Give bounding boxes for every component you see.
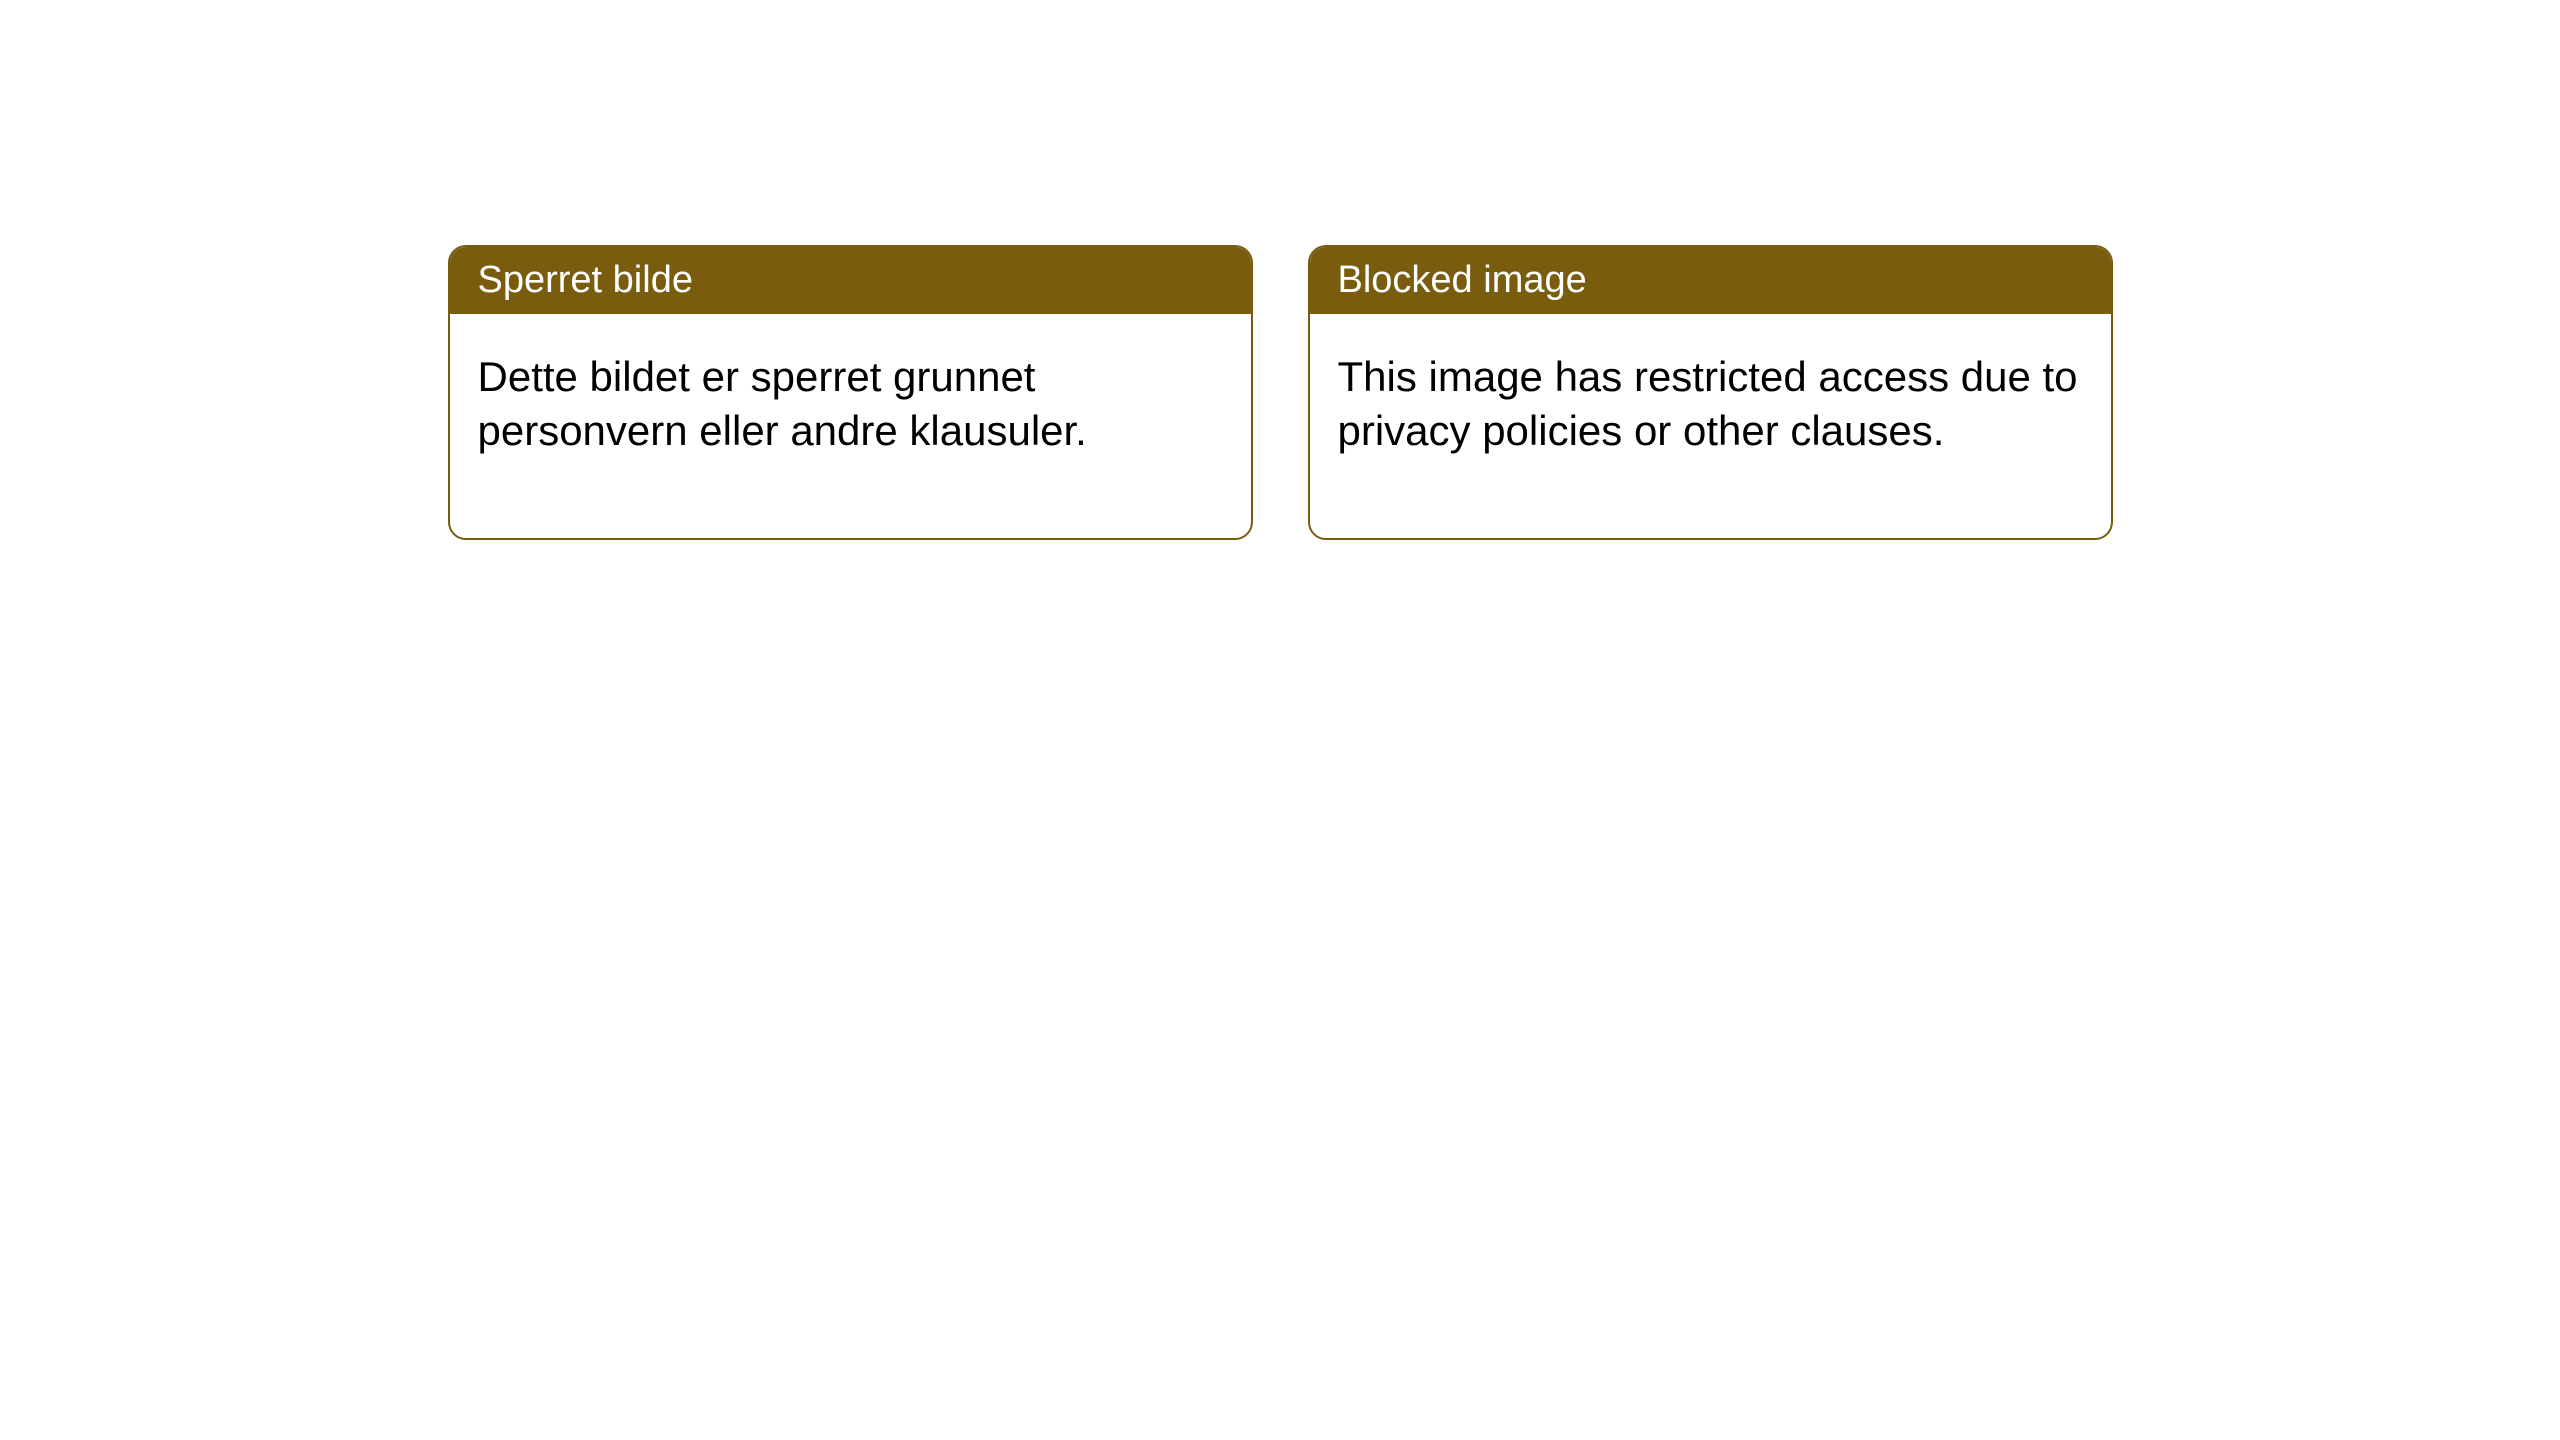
card-header-norwegian: Sperret bilde [450, 247, 1251, 314]
card-title-norwegian: Sperret bilde [478, 259, 693, 301]
card-text-english: This image has restricted access due to … [1338, 353, 2078, 454]
card-title-english: Blocked image [1338, 259, 1587, 301]
card-header-english: Blocked image [1310, 247, 2111, 314]
card-english: Blocked image This image has restricted … [1308, 245, 2113, 540]
card-body-english: This image has restricted access due to … [1310, 314, 2111, 538]
card-body-norwegian: Dette bildet er sperret grunnet personve… [450, 314, 1251, 538]
cards-container: Sperret bilde Dette bildet er sperret gr… [448, 245, 2113, 540]
card-text-norwegian: Dette bildet er sperret grunnet personve… [478, 353, 1087, 454]
card-norwegian: Sperret bilde Dette bildet er sperret gr… [448, 245, 1253, 540]
